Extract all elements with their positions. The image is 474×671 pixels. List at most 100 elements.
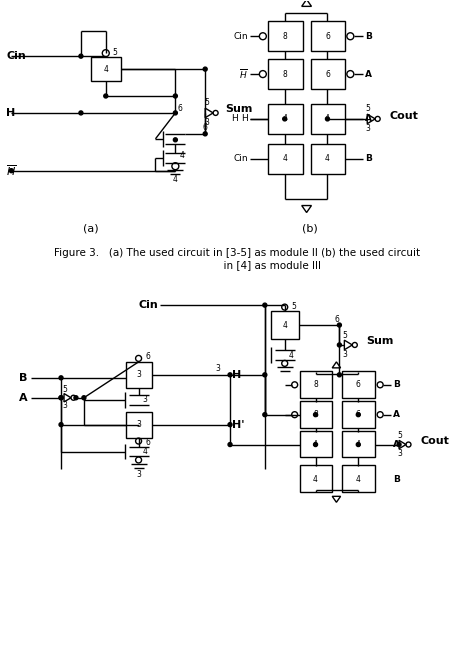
Circle shape: [313, 443, 318, 446]
Text: 3: 3: [143, 395, 147, 404]
Circle shape: [203, 132, 207, 136]
Text: Cout: Cout: [421, 435, 450, 446]
Bar: [300, 401, 332, 427]
Circle shape: [59, 396, 63, 400]
Text: 4: 4: [356, 440, 361, 449]
Text: Sum: Sum: [225, 104, 253, 114]
Circle shape: [104, 94, 108, 98]
Circle shape: [59, 396, 63, 400]
Text: A: A: [365, 114, 372, 123]
Text: 3: 3: [215, 364, 220, 373]
Text: (b): (b): [301, 223, 318, 234]
Text: 5: 5: [365, 105, 370, 113]
Bar: [268, 59, 302, 89]
Text: A: A: [19, 393, 28, 403]
Text: 4: 4: [283, 114, 287, 123]
Bar: [300, 466, 332, 493]
Bar: [310, 21, 346, 51]
Bar: [342, 466, 375, 493]
Circle shape: [356, 443, 360, 446]
Bar: [342, 401, 375, 427]
Circle shape: [59, 376, 63, 380]
Text: 6: 6: [202, 123, 207, 132]
Circle shape: [173, 94, 177, 98]
Text: 6: 6: [177, 105, 182, 113]
Bar: [268, 104, 302, 134]
Text: 3: 3: [397, 449, 402, 458]
Text: 3: 3: [365, 124, 370, 134]
Text: Cin: Cin: [6, 51, 26, 61]
Text: 3: 3: [136, 470, 141, 479]
Text: 8: 8: [283, 70, 287, 79]
Circle shape: [173, 138, 177, 142]
Text: 5: 5: [204, 99, 209, 107]
Text: 8: 8: [283, 32, 287, 41]
Text: A: A: [393, 440, 400, 449]
Circle shape: [228, 373, 232, 377]
Circle shape: [79, 111, 83, 115]
Circle shape: [397, 443, 401, 446]
Bar: [310, 144, 346, 174]
Circle shape: [74, 396, 78, 400]
Bar: [300, 371, 332, 398]
Bar: [310, 104, 346, 134]
Text: H: H: [232, 370, 241, 380]
Text: 3: 3: [204, 118, 209, 127]
Bar: [342, 371, 375, 398]
Circle shape: [82, 396, 86, 400]
Circle shape: [326, 117, 329, 121]
Circle shape: [337, 373, 341, 377]
Text: Cout: Cout: [389, 111, 418, 121]
Text: 8: 8: [313, 380, 318, 389]
Bar: [126, 362, 152, 388]
Circle shape: [203, 67, 207, 71]
Text: 5: 5: [113, 48, 118, 56]
Circle shape: [283, 117, 287, 121]
Bar: [91, 57, 121, 81]
Text: Cin: Cin: [233, 154, 248, 163]
Text: $\overline{H}$: $\overline{H}$: [6, 163, 17, 178]
Text: 8: 8: [313, 410, 318, 419]
Text: 3: 3: [136, 420, 141, 429]
Text: A: A: [365, 70, 372, 79]
Circle shape: [79, 54, 83, 58]
Bar: [342, 431, 375, 458]
Text: B: B: [365, 154, 372, 163]
Circle shape: [263, 303, 267, 307]
Circle shape: [337, 343, 341, 347]
Text: Cin: Cin: [233, 32, 248, 41]
Text: 5: 5: [342, 331, 347, 340]
Circle shape: [263, 413, 267, 417]
Text: H: H: [231, 114, 238, 123]
Text: 6: 6: [356, 410, 361, 419]
Circle shape: [9, 168, 13, 172]
Circle shape: [173, 111, 177, 115]
Text: 4: 4: [325, 114, 330, 123]
Text: 4: 4: [356, 475, 361, 484]
Text: 4: 4: [173, 175, 178, 184]
Bar: [310, 59, 346, 89]
Text: Cin: Cin: [139, 300, 158, 310]
Text: (a): (a): [83, 223, 99, 234]
Text: B: B: [365, 32, 372, 41]
Text: 4: 4: [179, 151, 184, 160]
Circle shape: [59, 423, 63, 427]
Text: 4: 4: [313, 475, 318, 484]
Text: 4: 4: [283, 321, 287, 329]
Text: 5: 5: [292, 302, 297, 311]
Circle shape: [356, 413, 360, 417]
Text: A: A: [393, 410, 400, 419]
Text: 6: 6: [335, 315, 339, 323]
Circle shape: [337, 323, 341, 327]
Bar: [268, 144, 302, 174]
Text: B: B: [19, 373, 27, 383]
Text: 4: 4: [103, 64, 108, 74]
Bar: [300, 431, 332, 458]
Text: B: B: [393, 475, 400, 484]
Text: Figure 3.   (a) The used circuit in [3-5] as module II (b) the used circuit
    : Figure 3. (a) The used circuit in [3-5] …: [54, 248, 420, 270]
Text: 6: 6: [325, 32, 330, 41]
Text: 5: 5: [397, 431, 402, 440]
Text: 4: 4: [283, 154, 287, 163]
Bar: [271, 311, 299, 339]
Text: 4: 4: [325, 154, 330, 163]
